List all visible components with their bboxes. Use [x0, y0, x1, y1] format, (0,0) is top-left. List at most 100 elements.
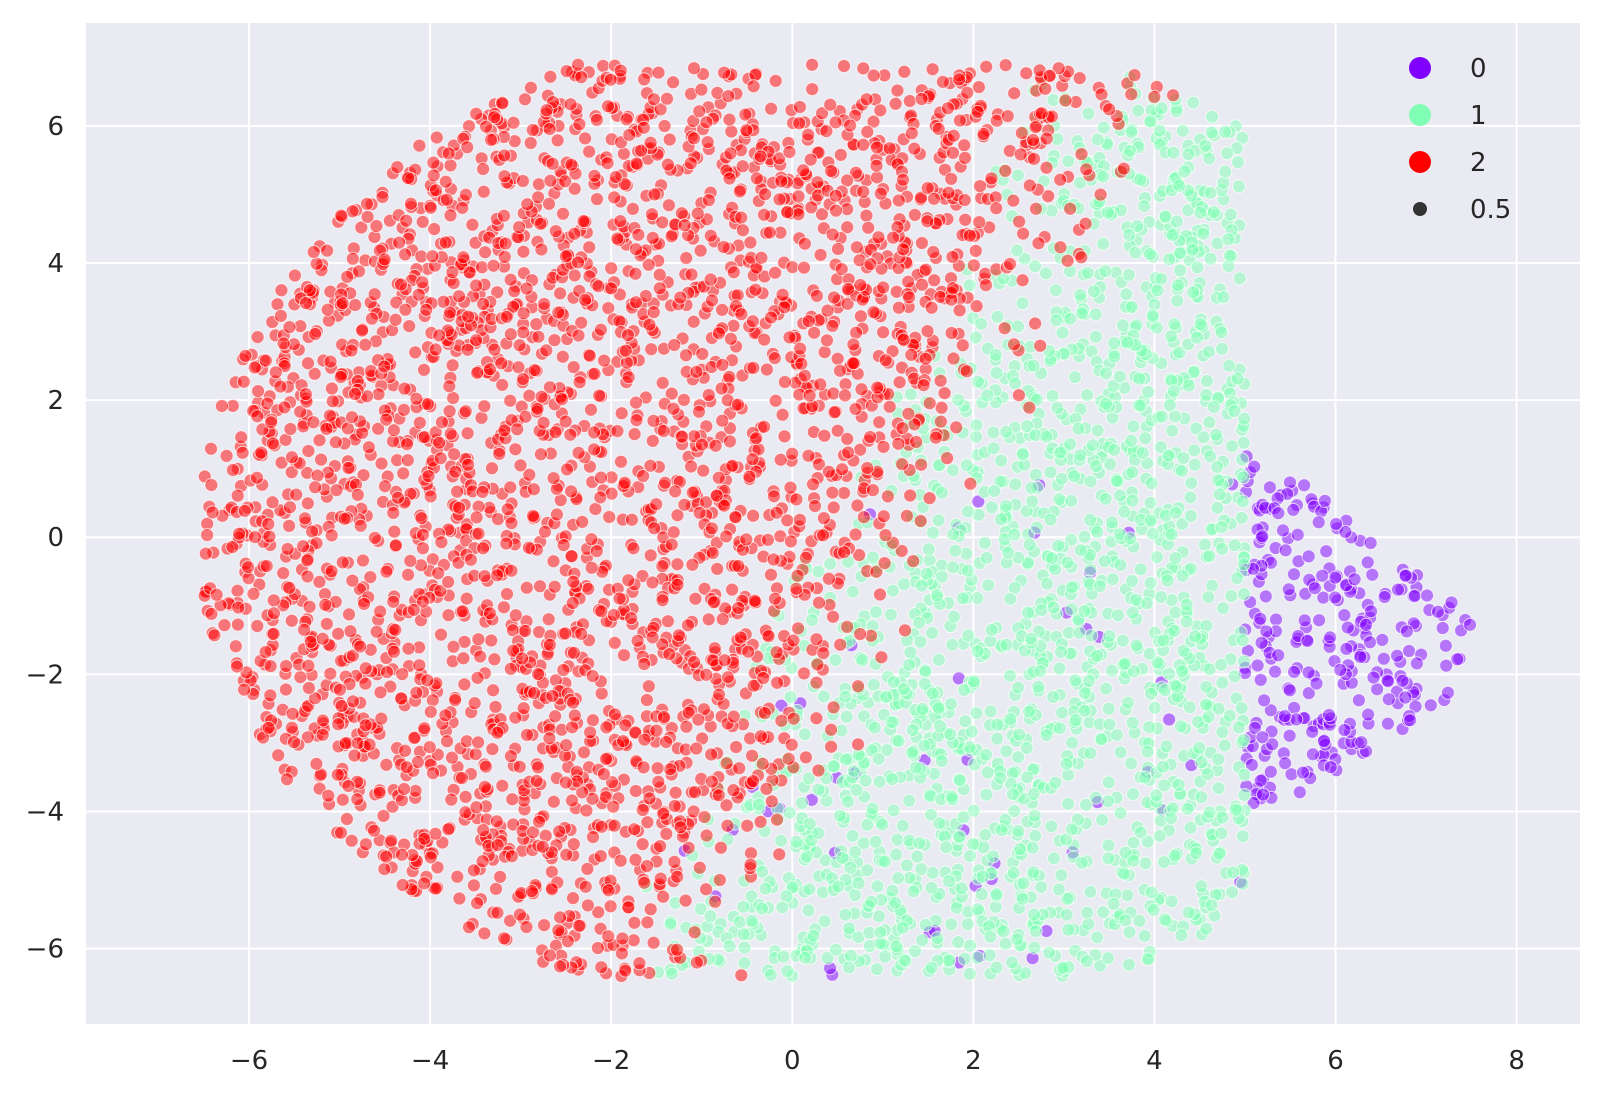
- scatter-point: [1204, 898, 1219, 913]
- scatter-point: [1133, 825, 1148, 840]
- scatter-point: [820, 303, 835, 318]
- scatter-point: [821, 571, 836, 586]
- scatter-point: [687, 61, 701, 76]
- scatter-point: [356, 553, 370, 568]
- scatter-point: [930, 588, 945, 603]
- scatter-point: [428, 183, 443, 198]
- scatter-point: [1106, 896, 1121, 911]
- scatter-point: [1044, 819, 1059, 834]
- scatter-point: [1098, 491, 1113, 506]
- scatter-point: [1122, 957, 1136, 972]
- scatter-point: [489, 814, 504, 829]
- scatter-point: [228, 639, 243, 654]
- scatter-point: [332, 682, 347, 697]
- scatter-point: [960, 85, 975, 100]
- scatter-point: [469, 510, 484, 525]
- scatter-point: [869, 158, 884, 173]
- scatter-point: [640, 915, 655, 930]
- scatter-point: [743, 857, 758, 872]
- scatter-point: [271, 748, 286, 763]
- scatter-point: [926, 525, 940, 540]
- scatter-point: [720, 670, 735, 685]
- scatter-point: [979, 59, 994, 74]
- scatter-point: [496, 600, 511, 615]
- scatter-point: [1237, 587, 1251, 601]
- scatter-point: [772, 847, 787, 862]
- scatter-point: [591, 279, 606, 294]
- scatter-point: [1292, 785, 1307, 800]
- scatter-point: [1156, 855, 1171, 870]
- scatter-point: [905, 745, 919, 760]
- scatter-point: [566, 360, 581, 375]
- scatter-point: [896, 682, 911, 696]
- scatter-point: [1380, 673, 1395, 688]
- scatter-point: [234, 430, 249, 445]
- scatter-point: [1354, 735, 1369, 750]
- scatter-point: [975, 869, 990, 884]
- scatter-point: [445, 358, 460, 373]
- scatter-point: [1064, 822, 1079, 837]
- scatter-point: [607, 707, 622, 722]
- scatter-point: [454, 771, 469, 785]
- scatter-point: [1193, 317, 1208, 332]
- scatter-point: [1028, 467, 1043, 482]
- scatter-point: [989, 366, 1004, 380]
- scatter-point: [594, 686, 609, 701]
- scatter-point: [614, 946, 629, 961]
- scatter-point: [250, 409, 265, 424]
- scatter-point: [934, 754, 949, 769]
- scatter-point: [966, 837, 981, 852]
- scatter-point: [684, 459, 699, 474]
- scatter-point: [895, 421, 910, 436]
- scatter-point: [1287, 664, 1302, 679]
- scatter-point: [537, 297, 552, 311]
- scatter-point: [1140, 952, 1155, 967]
- scatter-point: [725, 458, 740, 473]
- scatter-point: [918, 262, 933, 277]
- scatter-point: [630, 633, 645, 648]
- scatter-point: [946, 609, 961, 624]
- scatter-point: [475, 484, 490, 499]
- scatter-point: [1133, 398, 1148, 413]
- scatter-point: [708, 438, 723, 453]
- scatter-point: [387, 644, 401, 659]
- scatter-point: [970, 950, 985, 965]
- scatter-point: [395, 667, 410, 682]
- scatter-point: [868, 834, 883, 849]
- scatter-point: [1168, 505, 1183, 520]
- scatter-point: [276, 566, 291, 581]
- scatter-point: [870, 170, 885, 185]
- scatter-point: [931, 121, 946, 136]
- scatter-point: [198, 546, 213, 561]
- scatter-point: [772, 192, 787, 207]
- scatter-point: [448, 464, 463, 479]
- scatter-point: [1282, 683, 1297, 698]
- scatter-point: [930, 931, 945, 945]
- scatter-point: [475, 854, 490, 869]
- scatter-point: [273, 379, 288, 394]
- scatter-point: [1216, 601, 1231, 616]
- scatter-point: [1164, 527, 1179, 542]
- scatter-point: [584, 560, 599, 575]
- scatter-point: [645, 433, 660, 448]
- scatter-point: [980, 765, 995, 780]
- scatter-point: [1282, 728, 1297, 743]
- scatter-point: [764, 567, 778, 582]
- scatter-point: [853, 627, 868, 641]
- scatter-point: [1194, 755, 1209, 770]
- scatter-point: [921, 542, 936, 557]
- scatter-point: [663, 762, 678, 777]
- scatter-point: [773, 452, 788, 467]
- scatter-point: [377, 862, 392, 877]
- scatter-point: [737, 940, 752, 955]
- scatter-point: [873, 587, 887, 602]
- scatter-point: [1217, 738, 1232, 753]
- scatter-point: [503, 272, 518, 287]
- scatter-point: [958, 212, 973, 227]
- scatter-point: [979, 747, 994, 762]
- scatter-point: [925, 686, 940, 701]
- scatter-point: [824, 739, 839, 754]
- scatter-point: [1284, 767, 1299, 782]
- scatter-point: [951, 393, 966, 407]
- scatter-point: [846, 764, 861, 778]
